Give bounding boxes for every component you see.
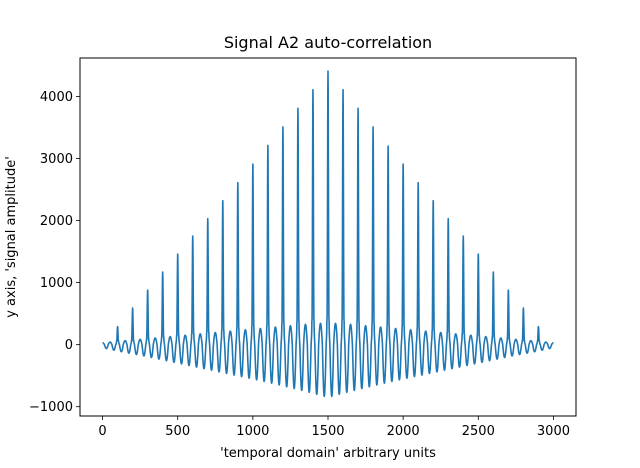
x-tick-label: 2500 xyxy=(462,424,495,439)
y-tick-label: −1000 xyxy=(29,400,73,415)
y-tick-label: 4000 xyxy=(40,90,73,105)
x-axis-label: 'temporal domain' arbitrary units xyxy=(220,446,436,461)
x-tick-label: 0 xyxy=(98,424,106,439)
plot-area-frame xyxy=(79,57,577,417)
x-tick-label: 2000 xyxy=(387,424,420,439)
y-tick-label: 2000 xyxy=(40,214,73,229)
y-tick-label: 1000 xyxy=(40,276,73,291)
chart-title: Signal A2 auto-correlation xyxy=(224,33,432,52)
series-line xyxy=(101,70,555,398)
x-tick-label: 1000 xyxy=(236,424,269,439)
x-tick-label: 3000 xyxy=(537,424,570,439)
y-tick-label: 0 xyxy=(65,338,73,353)
x-tick-label: 1500 xyxy=(311,424,344,439)
x-tick-label: 500 xyxy=(165,424,190,439)
y-axis-label: y axis, 'signal amplitude' xyxy=(4,156,19,318)
y-tick-label: 3000 xyxy=(40,152,73,167)
